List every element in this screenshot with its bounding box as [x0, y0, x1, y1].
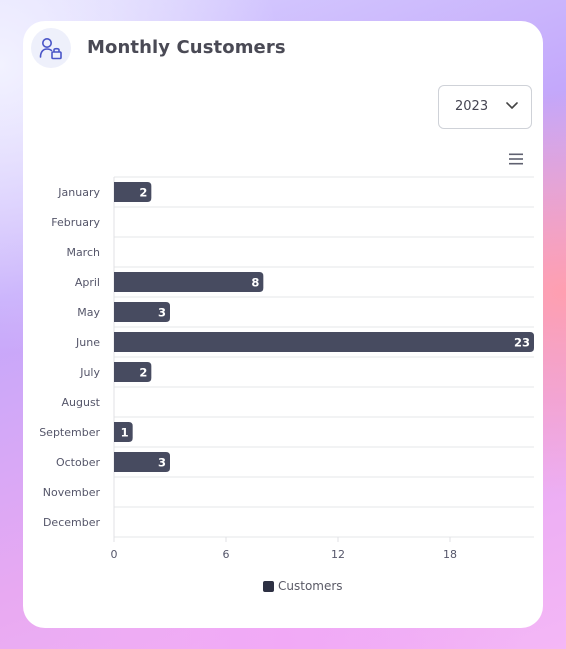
- data-label: 2: [139, 186, 147, 200]
- y-tick-label: May: [77, 306, 100, 319]
- chart-legend[interactable]: Customers: [263, 578, 343, 594]
- x-tick-label: 18: [443, 548, 457, 561]
- y-tick-label: October: [56, 456, 100, 469]
- user-lock-icon: [31, 28, 71, 68]
- y-tick-label: December: [43, 516, 101, 529]
- data-label: 3: [158, 456, 166, 470]
- bar: [114, 452, 170, 472]
- x-tick-label: 12: [331, 548, 345, 561]
- bar: [114, 182, 152, 202]
- x-tick-label: 0: [111, 548, 118, 561]
- legend-label: Customers: [278, 579, 343, 593]
- card-title: Monthly Customers: [87, 37, 286, 58]
- y-tick-label: August: [62, 396, 101, 409]
- x-tick-label: 6: [223, 548, 230, 561]
- bar: [114, 302, 170, 322]
- bar: [114, 332, 534, 352]
- y-tick-label: January: [57, 186, 100, 199]
- y-tick-label: March: [66, 246, 100, 259]
- legend-swatch: [263, 580, 274, 592]
- y-tick-label: November: [43, 486, 101, 499]
- y-tick-label: June: [75, 336, 100, 349]
- y-tick-label: September: [39, 426, 100, 439]
- data-label: 3: [158, 306, 166, 320]
- year-select-value: 2023: [455, 99, 489, 114]
- year-select[interactable]: 2023: [438, 85, 532, 129]
- data-label: 2: [139, 366, 147, 380]
- y-tick-label: February: [51, 216, 100, 229]
- bar: [114, 362, 152, 382]
- data-label: 23: [514, 336, 530, 350]
- y-tick-label: July: [79, 366, 100, 379]
- bar: [114, 272, 264, 292]
- data-label: 1: [121, 426, 129, 440]
- monthly-customers-card: Monthly Customers 2023 January 2 February M…: [23, 21, 543, 628]
- y-tick-label: April: [75, 276, 100, 289]
- chart-menu-icon[interactable]: [507, 152, 525, 166]
- bar: [114, 422, 133, 442]
- chevron-down-icon: [506, 102, 518, 109]
- data-label: 8: [251, 276, 259, 290]
